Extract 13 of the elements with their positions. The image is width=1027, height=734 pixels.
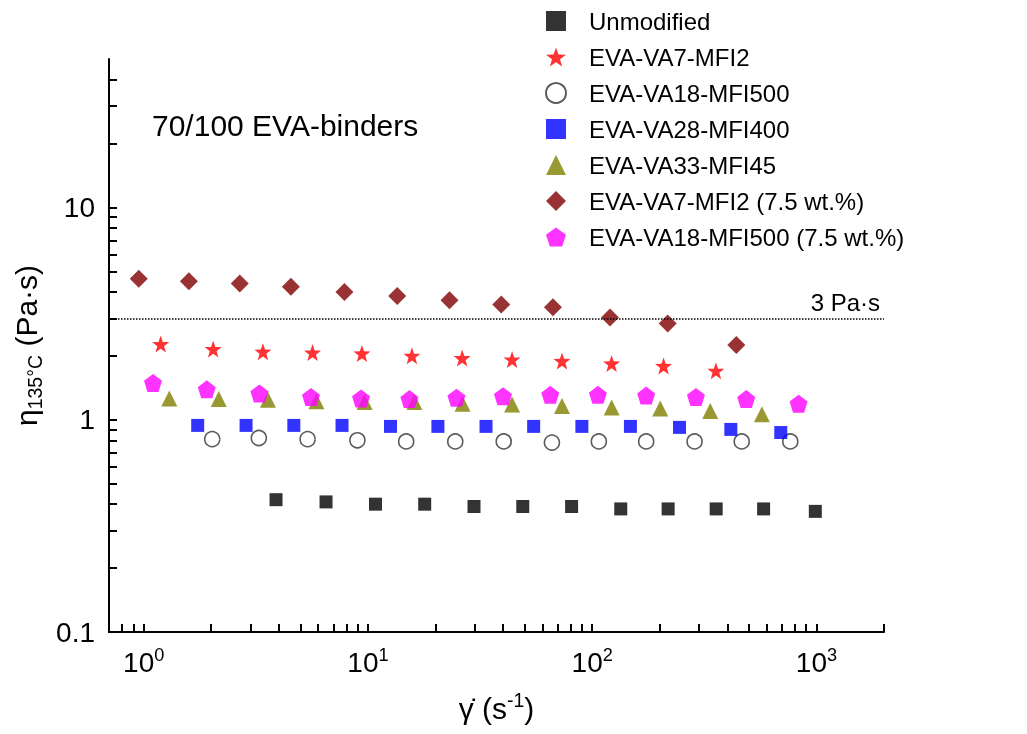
legend-label: EVA-VA7-MFI2 <box>589 43 750 71</box>
annotation: 70/100 EVA-binders <box>152 108 419 142</box>
legend-label: EVA-VA28-MFI400 <box>589 115 790 143</box>
y-tick-label: 10 <box>63 191 95 223</box>
legend-label: EVA-VA18-MFI500 <box>589 79 790 107</box>
legend-label: Unmodified <box>589 7 711 35</box>
y-tick-label: 1 <box>79 404 95 436</box>
y-axis-title: η135°C (Pa·s) <box>10 264 47 427</box>
legend-label: EVA-VA18-MFI500 (7.5 wt.%) <box>589 223 905 251</box>
legend-label: EVA-VA7-MFI2 (7.5 wt.%) <box>589 187 865 215</box>
y-tick-label: 0.1 <box>56 616 95 648</box>
legend-label: EVA-VA33-MFI45 <box>589 151 777 179</box>
ref-line-label: 3 Pa·s <box>810 288 880 316</box>
